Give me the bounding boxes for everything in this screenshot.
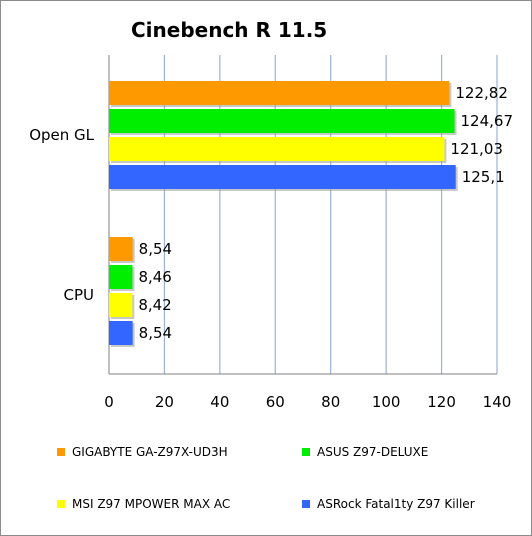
x-tick-label-0: 0 — [104, 393, 114, 411]
data-label-cpu-msi-z97-mpower-max-ac: 8,42 — [138, 296, 171, 314]
category-label-open-gl: Open GL — [29, 126, 94, 144]
data-label-cpu-asrock-fatal1ty-z97-killer: 8,54 — [139, 324, 172, 342]
data-label-cpu-gigabyte-ga-z97x-ud3h: 8,54 — [139, 240, 172, 258]
data-label-cpu-asus-z97-deluxe: 8,46 — [138, 268, 171, 286]
x-tick-label-120: 120 — [427, 393, 456, 411]
x-tick-label-20: 20 — [155, 393, 174, 411]
bar-open-gl-asrock-fatal1ty-z97-killer — [109, 165, 456, 189]
data-label-open-gl-asus-z97-deluxe: 124,67 — [461, 112, 514, 130]
x-tick-label-100: 100 — [372, 393, 401, 411]
category-label-cpu: CPU — [64, 286, 95, 304]
data-label-open-gl-gigabyte-ga-z97x-ud3h: 122,82 — [455, 84, 508, 102]
data-label-open-gl-msi-z97-mpower-max-ac: 121,03 — [450, 140, 503, 158]
x-tick-label-60: 60 — [266, 393, 285, 411]
bar-cpu-msi-z97-mpower-max-ac — [109, 293, 133, 317]
bar-open-gl-msi-z97-mpower-max-ac — [109, 137, 445, 161]
bar-cpu-asrock-fatal1ty-z97-killer — [109, 321, 133, 345]
bar-open-gl-gigabyte-ga-z97x-ud3h — [109, 81, 450, 105]
x-tick-label-80: 80 — [321, 393, 340, 411]
bar-cpu-asus-z97-deluxe — [109, 265, 133, 289]
chart-title: Cinebench R 11.5 — [131, 18, 328, 42]
data-label-open-gl-asrock-fatal1ty-z97-killer: 125,1 — [462, 168, 505, 186]
x-tick-label-40: 40 — [210, 393, 229, 411]
bar-open-gl-asus-z97-deluxe — [109, 109, 455, 133]
x-tick-label-140: 140 — [483, 393, 512, 411]
bar-cpu-gigabyte-ga-z97x-ud3h — [109, 237, 133, 261]
